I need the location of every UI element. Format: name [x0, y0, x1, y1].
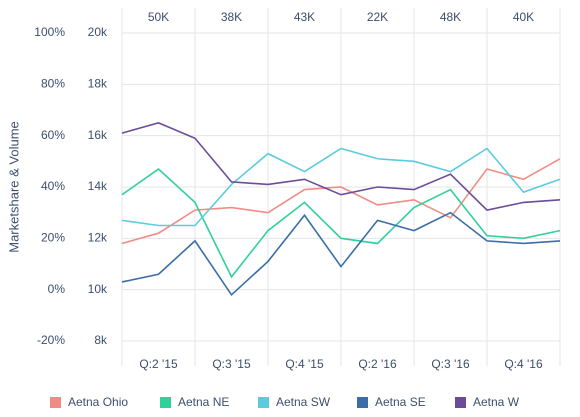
y2-tick-label: 14k: [88, 179, 108, 193]
top-label: 50K: [148, 10, 169, 24]
x-tick-label: Q:2 '16: [358, 357, 397, 371]
legend-swatch: [258, 397, 269, 408]
y-tick-label: -20%: [37, 333, 65, 347]
series-line: [121, 168, 561, 279]
x-tick-label: Q:4 '16: [504, 357, 543, 371]
x-tick-label: Q:4 '15: [285, 357, 324, 371]
legend-label: Aetna W: [473, 395, 520, 409]
x-tick-label: Q:2 '15: [139, 357, 178, 371]
y2-tick-label: 16k: [88, 128, 108, 142]
y2-tick-label: 8k: [94, 333, 108, 347]
series-line: [121, 211, 561, 297]
x-tick-label: Q:3 '16: [431, 357, 470, 371]
series-line: [121, 121, 561, 211]
y2-tick-label: 18k: [88, 77, 108, 91]
y-tick-label: 60%: [41, 128, 65, 142]
y-axis-label: Marketshare & Volume: [6, 121, 21, 253]
y2-tick-label: 10k: [88, 282, 108, 296]
legend-swatch: [455, 397, 466, 408]
series-line: [121, 158, 561, 245]
legend-label: Aetna SW: [276, 395, 331, 409]
top-label: 38K: [221, 10, 242, 24]
top-label: 22K: [367, 10, 388, 24]
top-label: 43K: [294, 10, 315, 24]
y2-tick-label: 12k: [88, 231, 108, 245]
top-label: 40K: [513, 10, 534, 24]
y-tick-label: 100%: [34, 25, 65, 39]
legend-label: Aetna Ohio: [68, 395, 128, 409]
legend-label: Aetna SE: [375, 395, 426, 409]
series-line: [121, 147, 561, 227]
legend-swatch: [50, 397, 61, 408]
x-tick-label: Q:3 '15: [212, 357, 251, 371]
y-tick-label: 0%: [48, 282, 66, 296]
y-tick-label: 40%: [41, 179, 65, 193]
legend-label: Aetna NE: [178, 395, 229, 409]
y-tick-label: 20%: [41, 231, 65, 245]
legend-swatch: [357, 397, 368, 408]
top-label: 48K: [440, 10, 461, 24]
legend-swatch: [160, 397, 171, 408]
y2-tick-label: 20k: [88, 25, 108, 39]
y-tick-label: 80%: [41, 77, 65, 91]
